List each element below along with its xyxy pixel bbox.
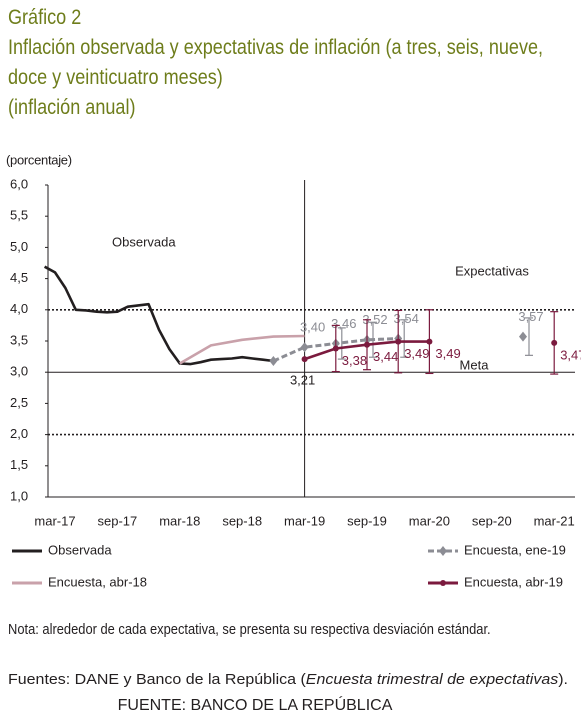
marker (301, 356, 308, 363)
y-tick-label: 5,0 (10, 239, 28, 254)
marker (269, 355, 278, 366)
legend-marker (439, 546, 447, 556)
y-tick-label: 6,0 (10, 176, 28, 191)
y-tick-label: 3,5 (10, 332, 28, 347)
y-tick-label: 2,5 (10, 395, 28, 410)
value-label: 3,49 (435, 346, 460, 361)
error-bar (337, 327, 346, 360)
marker (332, 345, 339, 352)
y-tick-label: 2,0 (10, 426, 28, 441)
error-bar (525, 317, 533, 356)
x-tick-label: mar-19 (284, 513, 325, 528)
y-tick-label: 4,0 (10, 301, 28, 316)
sources-suffix: ). (558, 671, 568, 688)
annotation: Observada (112, 234, 176, 249)
value-label: 3,47 (560, 347, 581, 362)
marker (519, 331, 527, 342)
value-label: 3,57 (518, 309, 543, 324)
x-tick-label: mar-18 (159, 513, 200, 528)
error-bar (400, 319, 409, 358)
y-tick-label: 1,0 (10, 488, 28, 503)
sources-prefix: Fuentes: DANE y Banco de la República ( (8, 671, 306, 688)
x-tick-label: sep-20 (472, 513, 512, 528)
y-axis-label: (porcentaje) (6, 152, 72, 167)
marker (551, 339, 558, 346)
legend-label: Observada (48, 542, 112, 557)
marker (364, 341, 370, 348)
value-label: 3,52 (362, 312, 387, 327)
legend-label: Encuesta, abr-19 (464, 574, 563, 589)
y-tick-label: 4,5 (10, 270, 28, 285)
footer: FUENTE: BANCO DE LA REPÚBLICA (118, 695, 393, 714)
value-label: 3,21 (290, 373, 315, 388)
x-tick-label: sep-19 (347, 513, 387, 528)
annotation: Expectativas (455, 263, 529, 278)
value-label: 3,49 (404, 346, 429, 361)
chart-title: Inflación observada y expectativas de in… (8, 36, 544, 89)
chart-subtitle: (inflación anual) (8, 96, 136, 119)
y-tick-label: 3,0 (10, 364, 28, 379)
annotation: Meta (460, 357, 490, 372)
x-tick-label: mar-21 (534, 513, 575, 528)
series-line (43, 265, 274, 366)
x-tick-label: mar-17 (34, 513, 75, 528)
note: Nota: alrededor de cada expectativa, se … (8, 621, 491, 638)
marker (395, 338, 402, 345)
legend-label: Encuesta, ene-19 (464, 542, 566, 557)
value-label: 3,38 (342, 353, 367, 368)
series-line (179, 334, 305, 365)
marker (426, 338, 433, 345)
x-tick-label: sep-17 (98, 513, 138, 528)
sources-italic: Encuesta trimestral de expectativas (306, 671, 559, 688)
x-tick-label: sep-18 (222, 513, 262, 528)
value-label: 3,40 (300, 320, 325, 335)
legend-marker (440, 580, 446, 586)
x-tick-label: mar-20 (409, 513, 450, 528)
y-tick-label: 5,5 (10, 208, 28, 223)
value-label: 3,54 (394, 311, 419, 326)
value-label: 3,44 (373, 349, 398, 364)
y-tick-label: 1,5 (10, 457, 28, 472)
value-label: 3,46 (331, 316, 356, 331)
sources: Fuentes: DANE y Banco de la República (E… (8, 671, 568, 688)
marker (300, 342, 309, 353)
legend-label: Encuesta, abr-18 (48, 574, 147, 589)
kicker: Gráfico 2 (8, 6, 82, 29)
